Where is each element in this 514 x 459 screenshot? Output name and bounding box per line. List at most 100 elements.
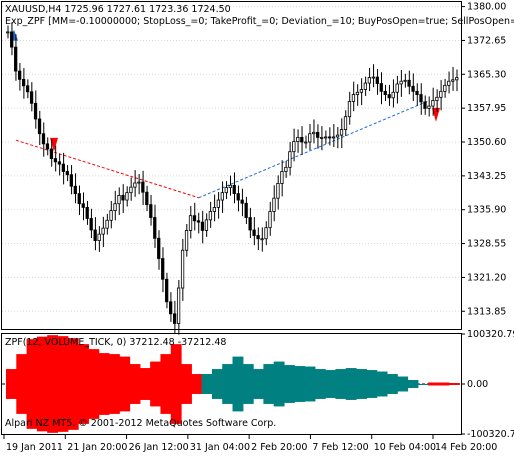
- candle-body: [49, 148, 54, 159]
- indicator-tick-label: 0.00: [467, 379, 488, 390]
- candle-body: [383, 90, 387, 95]
- time-tick-label: 2 Feb 20:00: [251, 442, 307, 453]
- zpf-bar: [47, 335, 59, 433]
- candle-body: [335, 134, 340, 138]
- candle-body: [268, 211, 272, 229]
- candle-body: [228, 184, 232, 189]
- candle-body: [10, 31, 14, 48]
- candle-body: [395, 83, 399, 93]
- candle-body: [161, 258, 165, 280]
- candle-body: [117, 195, 121, 205]
- candle-body: [427, 105, 431, 109]
- candle-body: [264, 227, 268, 240]
- zpf-bar: [314, 369, 326, 399]
- zpf-bar: [36, 336, 48, 432]
- candle-body: [260, 238, 264, 241]
- candle-body: [93, 229, 97, 241]
- candle-body: [351, 94, 356, 102]
- time-tick-label: 14 Feb 20:00: [435, 442, 497, 453]
- candle-body: [435, 96, 439, 101]
- zpf-bar: [325, 370, 337, 398]
- zpf-bar: [366, 370, 378, 398]
- candle-body: [200, 221, 205, 231]
- candle-body: [375, 76, 379, 84]
- zpf-bar: [386, 374, 398, 394]
- candle-body: [18, 70, 22, 80]
- zpf-bar: [253, 369, 264, 399]
- candle-body: [73, 185, 77, 194]
- candle-body: [169, 301, 173, 315]
- candle-body: [323, 136, 328, 139]
- zpf-bar: [6, 369, 17, 399]
- price-tick-label: 1357.95: [467, 103, 506, 114]
- price-tick-label: 1380.00: [467, 2, 506, 13]
- candle-body: [419, 94, 423, 103]
- zpf-bar: [181, 364, 192, 404]
- candle-body: [61, 163, 66, 172]
- zpf-bar: [222, 364, 234, 404]
- candle-body: [431, 100, 435, 107]
- candle-body: [69, 174, 73, 187]
- candle-body: [327, 136, 332, 139]
- zpf-bar: [417, 384, 429, 385]
- candle-body: [312, 131, 316, 135]
- zpf-bar: [273, 361, 285, 407]
- candle-body: [113, 203, 117, 212]
- candle-body: [439, 90, 443, 98]
- candle-body: [455, 77, 459, 81]
- candle-body: [208, 211, 213, 221]
- zpf-bar: [129, 364, 141, 404]
- candle-body: [347, 101, 352, 118]
- candle-body: [403, 79, 407, 82]
- candle-body: [176, 287, 181, 324]
- candle-body: [411, 85, 415, 92]
- candle-body: [359, 89, 364, 93]
- candle-body: [423, 101, 427, 109]
- candle-body: [232, 184, 236, 194]
- candle-body: [57, 161, 62, 165]
- candle-body: [220, 192, 224, 201]
- price-tick-label: 1321.20: [467, 272, 506, 283]
- candle-body: [355, 91, 360, 95]
- time-tick-label: 10 Feb 04:00: [374, 442, 436, 453]
- time-tick-label: 7 Feb 12:00: [312, 442, 368, 453]
- time-tick-label: 21 Jan 20:00: [67, 442, 127, 453]
- zpf-bar: [448, 383, 460, 385]
- time-tick-label: 31 Jan 04:00: [190, 442, 250, 453]
- zpf-bar: [108, 354, 120, 414]
- zpf-bar: [335, 369, 347, 399]
- zpf-bar: [191, 374, 203, 394]
- candle-body: [41, 133, 46, 145]
- zpf-bar: [232, 356, 244, 412]
- candle-body: [188, 215, 193, 231]
- candle-body: [236, 193, 240, 201]
- candle-body: [292, 141, 296, 153]
- sell-trend-line: [15, 139, 199, 199]
- candle-body: [204, 219, 209, 231]
- candle-body: [379, 83, 383, 92]
- zpf-bar: [139, 368, 151, 400]
- candle-body: [371, 76, 375, 79]
- zpf-bar: [88, 349, 100, 419]
- candle-body: [89, 218, 93, 231]
- zpf-bar: [438, 382, 450, 386]
- candle-body: [343, 116, 348, 130]
- candle-body: [129, 186, 133, 194]
- zpf-bar: [407, 380, 419, 388]
- price-tick-label: 1328.55: [467, 239, 506, 250]
- candle-body: [172, 313, 177, 324]
- zpf-bar: [345, 368, 357, 400]
- candle-body: [367, 77, 371, 84]
- candle-body: [407, 79, 411, 87]
- copyright-text: Alpari NZ MT5, © 2001-2012 MetaQuotes So…: [5, 418, 276, 429]
- indicator-tick-label: 100320.79: [467, 329, 514, 340]
- zpf-bar: [98, 353, 110, 415]
- price-tick-label: 1365.30: [467, 69, 506, 80]
- zpf-bar: [428, 382, 440, 386]
- zpf-bar: [242, 364, 254, 404]
- zpf-bar: [16, 354, 28, 414]
- price-scale: 1380.00 1372.65 1365.30 1357.95 1350.60 1343.…: [461, 2, 506, 317]
- candle-body: [105, 219, 109, 229]
